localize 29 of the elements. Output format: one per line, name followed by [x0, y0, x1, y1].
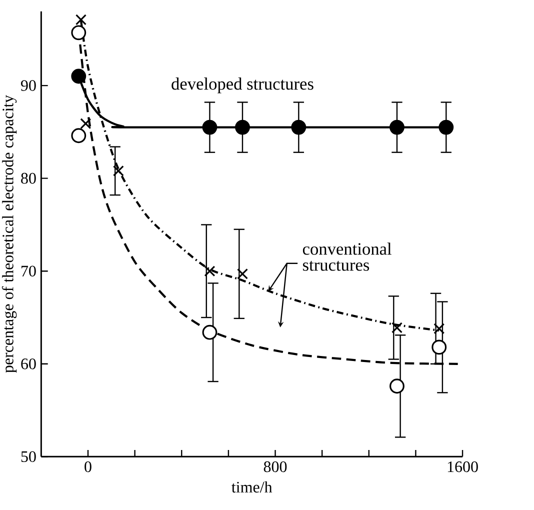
y-axis-title: percentage of theoretical electrode capacity	[2, 94, 17, 373]
point	[202, 120, 218, 135]
x-tick-label: 800	[264, 461, 287, 472]
y-tick-label: 90	[21, 80, 36, 91]
y-tick-label: 50	[21, 451, 36, 462]
point	[71, 68, 86, 84]
point	[71, 25, 86, 40]
series-label: developed structures	[172, 78, 314, 94]
point	[235, 120, 250, 135]
x-axis-title: time/h	[232, 481, 272, 493]
point	[204, 266, 216, 277]
point	[112, 165, 124, 176]
x-tick-label: 0	[84, 461, 92, 472]
point	[236, 268, 248, 280]
point	[390, 378, 404, 394]
annotation: conventional structures	[302, 242, 392, 271]
point	[80, 118, 92, 130]
point	[291, 120, 306, 135]
point	[432, 340, 447, 355]
y-tick-label: 70	[22, 266, 36, 276]
point	[434, 323, 445, 334]
y-tick-label: 80	[21, 172, 36, 184]
point	[71, 128, 86, 144]
y-tick-label: 60	[21, 358, 36, 370]
point	[202, 324, 218, 340]
point	[75, 14, 86, 26]
point	[390, 120, 404, 135]
point	[438, 120, 454, 135]
x-tick-label: 1600	[448, 461, 478, 472]
